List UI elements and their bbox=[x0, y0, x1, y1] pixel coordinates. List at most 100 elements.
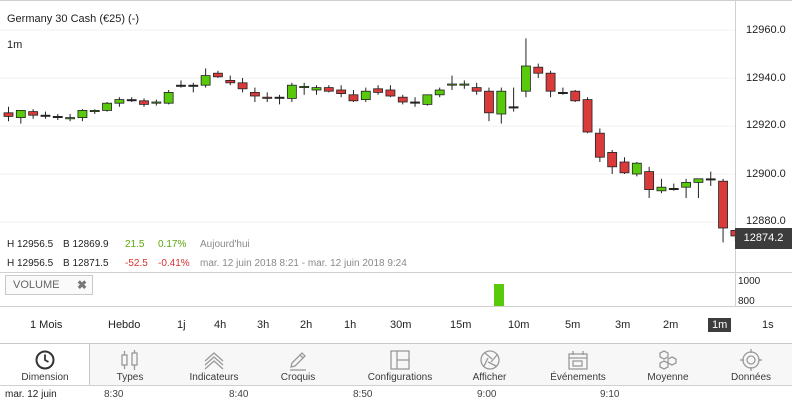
candle-body bbox=[213, 72, 223, 78]
change-value: -52.5 bbox=[125, 258, 148, 269]
timeframe-3h[interactable]: 3h bbox=[257, 319, 270, 331]
timeframe-2h[interactable]: 2h bbox=[300, 319, 313, 331]
toolbar-data[interactable]: Données bbox=[722, 344, 780, 386]
time-tick: 8:30 bbox=[104, 389, 124, 400]
candle bbox=[594, 128, 605, 162]
candle-body bbox=[533, 66, 544, 74]
toolbar-drawings[interactable]: Croquis bbox=[268, 344, 328, 386]
candle-body bbox=[323, 87, 334, 92]
candle bbox=[188, 82, 199, 93]
volume-label: VOLUME bbox=[13, 279, 60, 291]
stats-today-row: H 12956.5 B 12869.9 21.5 0.17% Aujourd'h… bbox=[7, 239, 250, 250]
candle bbox=[311, 85, 322, 95]
candle-body bbox=[151, 101, 162, 104]
timeframe-2m[interactable]: 2m bbox=[663, 319, 679, 331]
timeframe-1d[interactable]: 1j bbox=[177, 319, 186, 331]
candle-body bbox=[447, 83, 457, 86]
candle bbox=[447, 75, 457, 90]
candle bbox=[705, 171, 716, 186]
candle-body bbox=[718, 180, 728, 229]
candle-body bbox=[373, 88, 384, 93]
candle-body bbox=[619, 161, 630, 174]
candle bbox=[114, 97, 125, 107]
toolbar-indicators-label: Indicateurs bbox=[189, 372, 239, 383]
timeframe-1s[interactable]: 1s bbox=[762, 319, 774, 331]
toolbar-events[interactable]: Événements bbox=[542, 344, 614, 386]
pencil-icon bbox=[290, 352, 306, 371]
timeframe-5m[interactable]: 5m bbox=[565, 319, 581, 331]
candle bbox=[225, 75, 236, 86]
candle-body bbox=[200, 75, 211, 86]
candle bbox=[385, 85, 396, 98]
candle-body bbox=[521, 65, 531, 92]
candle bbox=[89, 109, 100, 114]
candle-body bbox=[28, 111, 39, 116]
candle bbox=[40, 111, 51, 119]
timeframe-3m[interactable]: 3m bbox=[615, 319, 631, 331]
close-icon[interactable]: ✖ bbox=[76, 278, 87, 292]
candle bbox=[176, 80, 186, 88]
price-tick: 12940.0 bbox=[746, 72, 786, 84]
toolbar-configurations[interactable]: Configurations bbox=[350, 344, 450, 386]
candle-body bbox=[286, 84, 297, 99]
chart-area[interactable]: Germany 30 Cash (€25) (-) 1m 12960.0 129… bbox=[0, 0, 792, 307]
candle-body bbox=[471, 87, 482, 92]
low-value: B 12869.9 bbox=[63, 239, 109, 250]
candle bbox=[471, 82, 482, 95]
candle bbox=[410, 97, 420, 107]
timeframe-10m[interactable]: 10m bbox=[508, 319, 530, 331]
candle bbox=[533, 63, 544, 78]
toolbar-average[interactable]: Moyenne bbox=[638, 344, 698, 386]
candle-body bbox=[656, 186, 667, 192]
candle-body bbox=[459, 83, 470, 86]
timeframe-1h[interactable]: 1h bbox=[344, 319, 357, 331]
candle-body bbox=[163, 92, 174, 104]
change-percent: 0.17% bbox=[158, 239, 187, 250]
price-tick: 12920.0 bbox=[746, 119, 786, 131]
volume-tick: 800 bbox=[738, 296, 755, 307]
instrument-title: Germany 30 Cash (€25) (-) bbox=[7, 13, 140, 25]
candle-body bbox=[496, 90, 507, 115]
candle bbox=[656, 178, 667, 194]
candle-body bbox=[644, 171, 655, 191]
candle-body bbox=[360, 90, 371, 100]
low-value: B 12871.5 bbox=[63, 258, 109, 269]
candle bbox=[693, 178, 704, 198]
toolbar-display[interactable]: Afficher bbox=[462, 344, 517, 386]
timeframe-30m[interactable]: 30m bbox=[390, 319, 412, 331]
calendar-icon bbox=[568, 351, 588, 370]
candle bbox=[644, 166, 655, 198]
candle bbox=[496, 87, 507, 124]
candle-body bbox=[508, 106, 519, 109]
timeframe-4h[interactable]: 4h bbox=[214, 319, 227, 331]
change-percent: -0.41% bbox=[158, 258, 190, 269]
candle-body bbox=[397, 96, 408, 103]
volume-separator bbox=[0, 272, 792, 273]
candle-body bbox=[40, 114, 51, 117]
timeframe-1m[interactable]: 1m bbox=[708, 318, 732, 332]
candle bbox=[397, 94, 408, 105]
candle bbox=[459, 80, 470, 89]
timeframe-bar: 1 Mois Hebdo 1j 4h 3h 2h 1h 30m 15m 10m … bbox=[0, 306, 792, 342]
timeframe-label: 1m bbox=[7, 39, 23, 51]
volume-indicator-chip[interactable]: VOLUME ✖ bbox=[5, 275, 93, 295]
timeframe-15m[interactable]: 15m bbox=[450, 319, 472, 331]
candle bbox=[360, 87, 371, 102]
date-label: mar. 12 juin bbox=[5, 389, 57, 400]
candle bbox=[299, 82, 310, 95]
candle-body bbox=[299, 86, 310, 89]
candle bbox=[163, 90, 174, 105]
timeframe-1-month[interactable]: 1 Mois bbox=[30, 319, 63, 331]
candle-body bbox=[668, 187, 679, 190]
toolbar-indicators[interactable]: Indicateurs bbox=[178, 344, 250, 386]
toolbar-types[interactable]: Types bbox=[95, 344, 165, 386]
candle bbox=[668, 183, 679, 191]
time-tick: 8:40 bbox=[229, 389, 249, 400]
candlestick-chart[interactable] bbox=[0, 1, 735, 271]
candle bbox=[484, 87, 494, 122]
toolbar-dimension[interactable]: Dimension bbox=[0, 344, 90, 386]
candle-body bbox=[126, 99, 137, 102]
timeframe-weekly[interactable]: Hebdo bbox=[108, 319, 141, 331]
candle bbox=[262, 92, 273, 102]
time-tick: 9:00 bbox=[477, 389, 497, 400]
